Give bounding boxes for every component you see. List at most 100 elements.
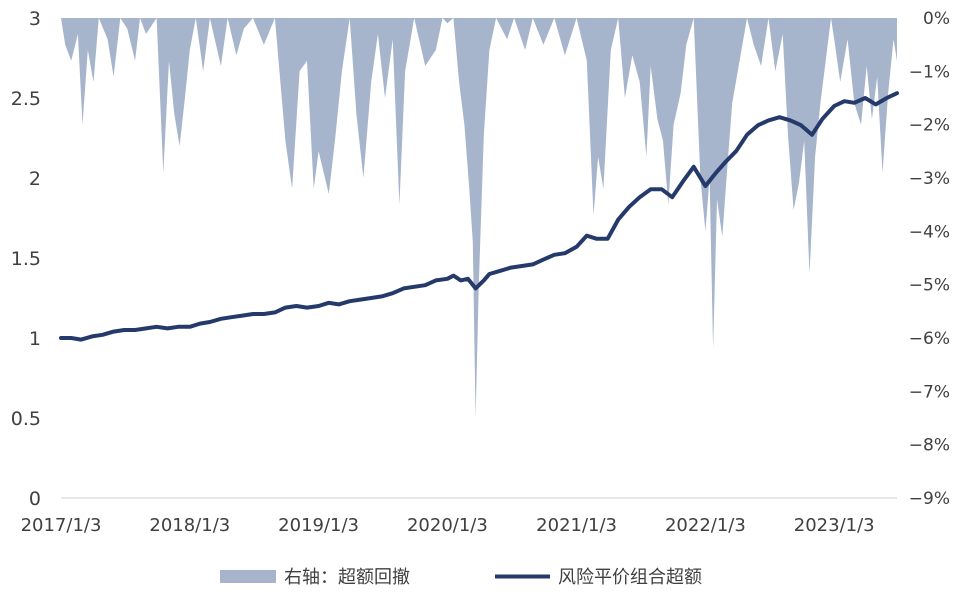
excess-line-point-65	[735, 150, 737, 152]
excess-line-layer	[59, 91, 899, 342]
excess-line-point-6	[123, 329, 125, 331]
excess-line-point-7	[134, 329, 136, 331]
right-tick-label: −4%	[909, 222, 950, 242]
excess-line-point-55	[628, 206, 630, 208]
legend-line-label: 风险平价组合超额	[558, 567, 702, 588]
excess-line-point-37	[452, 275, 454, 277]
excess-line-point-73	[822, 118, 823, 120]
excess-line-point-30	[381, 295, 383, 297]
excess-line-point-78	[875, 103, 877, 105]
excess-line-point-32	[403, 287, 405, 289]
excess-line-point-48	[553, 254, 555, 256]
excess-line-point-24	[318, 305, 320, 307]
excess-line-point-3	[91, 335, 93, 337]
excess-line-point-53	[607, 238, 609, 240]
x-tick-label: 2023/1/3	[794, 515, 875, 536]
excess-line-point-22	[295, 305, 297, 307]
excess-line-point-80	[896, 92, 898, 94]
excess-line-point-44	[510, 267, 512, 269]
excess-line-point-38	[460, 279, 462, 281]
excess-line-point-5	[113, 331, 115, 333]
excess-line-point-36	[446, 278, 448, 280]
excess-line-point-77	[864, 97, 866, 99]
excess-line-point-4	[102, 334, 104, 336]
excess-line-point-74	[833, 105, 835, 107]
x-axis-ticks: 2017/1/3 2018/1/3 2019/1/3 2020/1/3 2021/1/3…	[21, 515, 875, 536]
excess-line-point-45	[521, 265, 523, 267]
excess-line-point-50	[576, 246, 578, 248]
excess-line-point-29	[370, 297, 372, 299]
excess-line-point-71	[800, 124, 802, 126]
excess-line-point-34	[424, 284, 426, 286]
excess-line-point-27	[349, 300, 351, 302]
excess-line-point-66	[746, 134, 748, 136]
excess-line-point-13	[199, 323, 201, 325]
excess-line-point-23	[306, 307, 308, 309]
right-tick-label: 0%	[923, 9, 950, 29]
left-tick-label: 0.5	[11, 408, 41, 430]
excess-line-point-40	[475, 287, 477, 289]
excess-line-point-47	[542, 259, 544, 261]
excess-line-point-67	[757, 124, 759, 126]
excess-line-point-8	[145, 327, 147, 329]
drawdown-area-layer	[61, 18, 897, 418]
excess-line-point-63	[715, 172, 717, 174]
excess-line-point-52	[596, 238, 598, 240]
excess-line-point-35	[435, 279, 437, 281]
excess-line-point-18	[252, 313, 254, 315]
left-tick-label: 2	[29, 168, 41, 190]
excess-line-point-10	[167, 327, 169, 329]
x-tick-label: 2018/1/3	[149, 515, 230, 536]
left-tick-label: 0	[29, 488, 41, 510]
right-tick-label: −2%	[909, 116, 950, 136]
excess-line-point-16	[230, 316, 232, 318]
excess-line-point-43	[499, 270, 501, 272]
excess-line-point-49	[564, 252, 566, 254]
right-tick-label: −6%	[909, 329, 950, 349]
excess-line-point-59	[671, 196, 673, 198]
excess-line-point-2	[80, 339, 82, 341]
excess-line-point-21	[284, 307, 286, 309]
excess-line-point-33	[413, 286, 415, 288]
right-tick-label: −7%	[909, 382, 950, 402]
left-tick-label: 1	[29, 328, 41, 350]
excess-line-point-20	[274, 311, 276, 313]
drawdown-area	[61, 18, 897, 418]
right-tick-label: −1%	[909, 62, 950, 82]
excess-line-point-56	[639, 196, 641, 198]
right-tick-label: −9%	[909, 489, 950, 509]
left-tick-label: 1.5	[11, 248, 41, 270]
right-tick-label: −5%	[909, 276, 950, 296]
x-tick-label: 2017/1/3	[21, 515, 102, 536]
excess-line-point-19	[263, 313, 265, 315]
x-tick-label: 2021/1/3	[536, 515, 617, 536]
left-axis-ticks: 3 2.5 2 1.5 1 0.5 0	[11, 8, 41, 510]
left-tick-label: 3	[29, 8, 41, 30]
excess-line-point-76	[853, 102, 855, 104]
excess-line-point-70	[789, 119, 791, 121]
excess-line-point-72	[811, 134, 813, 136]
excess-line-point-28	[359, 299, 361, 301]
excess-line-point-11	[177, 326, 179, 328]
excess-line-point-42	[488, 273, 490, 275]
excess-line-point-26	[338, 303, 340, 305]
excess-line-point-51	[586, 235, 588, 237]
left-tick-label: 2.5	[11, 88, 41, 110]
right-tick-label: −8%	[909, 436, 950, 456]
x-tick-label: 2022/1/3	[665, 515, 746, 536]
excess-line-point-12	[189, 326, 191, 328]
legend-area-swatch	[220, 570, 276, 583]
excess-line-point-62	[704, 185, 706, 187]
excess-line-point-31	[392, 292, 394, 294]
excess-line-point-60	[682, 180, 684, 182]
excess-line-point-46	[532, 263, 534, 265]
excess-line-point-9	[156, 326, 158, 328]
right-tick-label: −3%	[909, 169, 950, 189]
excess-line-point-75	[843, 100, 845, 102]
excess-line-point-58	[661, 188, 663, 190]
excess-line-point-1	[70, 337, 72, 339]
excess-line-point-57	[650, 188, 652, 190]
excess-line-point-0	[60, 337, 62, 339]
excess-line-point-14	[209, 321, 211, 323]
